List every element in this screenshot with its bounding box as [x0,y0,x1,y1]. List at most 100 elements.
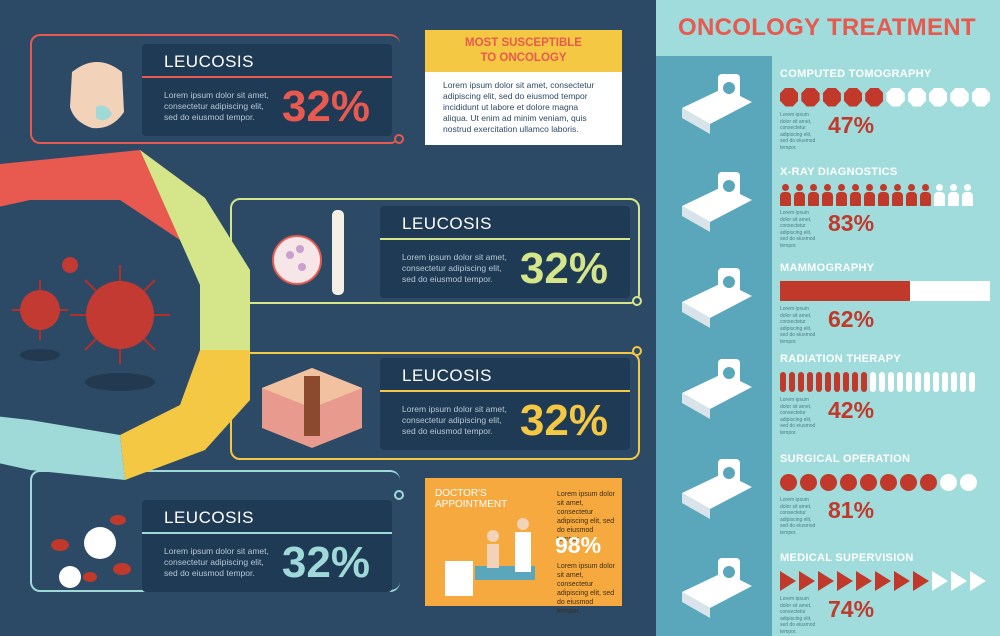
progress-mark [942,372,948,392]
treatment-note: Lorem ipsum dolor sit amet, consectetur … [780,306,816,345]
treatment-name: MEDICAL SUPERVISION [780,552,914,564]
note-title-line1: MOST SUSCEPTIBLE [465,37,582,49]
progress-mark [920,473,937,491]
card-header [380,358,630,392]
bone-illustration [272,205,362,300]
card-description: Lorem ipsum dolor sit amet, consectetur … [164,546,269,578]
card-percentage: 32% [281,538,370,587]
progress-mark [801,87,820,107]
progress-mark [836,184,847,206]
progress-mark [951,372,957,392]
progress-mark [837,571,853,591]
progress-bar-fill [780,281,911,301]
progress-mark [920,184,931,206]
progress-mark [915,372,921,392]
progress-mark [932,571,948,591]
progress-mark [948,184,959,206]
progress-mark [906,184,917,206]
hospital-bed-icon [674,552,754,622]
treatment-item: MEDICAL SUPERVISION Lorem ipsum dolor sit… [780,552,990,635]
card-description: Lorem ipsum dolor sit amet, consectetur … [402,404,507,436]
panel-title: ONCOLOGY TREATMENT [678,14,976,41]
ring-segment-yellow [120,350,250,480]
treatment-note: Lorem ipsum dolor sit amet, consectetur … [780,112,816,151]
connector-dot-2 [632,296,642,306]
equipment-strip [656,56,772,636]
progress-mark [865,87,884,107]
progress-mark [913,571,929,591]
note-body: Lorem ipsum dolor sit amet, consectetur … [443,80,595,134]
treatment-percentage: 74% [828,596,875,622]
treatment-name: COMPUTED TOMOGRAPHY [780,68,932,80]
card-percentage: 32% [281,82,370,131]
card-header [142,44,392,78]
progress-mark [807,372,813,392]
progress-mark [820,473,837,491]
progress-mark [940,473,957,491]
connector-frame-1 [30,34,400,144]
leucosis-card-3: LEUCOSIS Lorem ipsum dolor sit amet, con… [380,358,630,450]
treatment-item: SURGICAL OPERATION Lorem ipsum dolor sit … [780,453,990,536]
progress-mark [960,473,977,491]
progress-indicator [780,371,990,393]
treatment-name: X-RAY DIAGNOSTICS [780,166,898,178]
progress-mark [870,372,876,392]
treatment-name: SURGICAL OPERATION [780,453,911,465]
connector-dot-3 [632,346,642,356]
progress-mark [888,372,894,392]
progress-mark [900,473,917,491]
radiation-machine-icon [674,353,754,423]
progress-bar [780,281,990,301]
progress-mark [780,184,791,206]
card-header [142,500,392,534]
treatment-percentage: 81% [828,497,875,523]
progress-mark [798,372,804,392]
progress-mark [880,473,897,491]
treatment-name: MAMMOGRAPHY [780,262,875,274]
card-title: LEUCOSIS [402,366,492,385]
progress-mark [906,372,912,392]
progress-mark [816,372,822,392]
progress-mark [799,571,815,591]
progress-mark [808,184,819,206]
appointment-percentage: 98% [555,532,602,558]
card-percentage: 32% [519,244,608,293]
progress-mark [875,571,891,591]
progress-indicator [780,471,990,493]
susceptible-note: MOST SUSCEPTIBLE TO ONCOLOGY Lorem ipsum… [425,30,622,145]
progress-mark [852,372,858,392]
progress-mark [780,571,796,591]
progress-mark [800,473,817,491]
progress-mark [780,372,786,392]
ring-segment-teal [0,416,125,480]
progress-mark [951,571,967,591]
card-header [380,206,630,240]
progress-indicator [780,280,990,302]
treatment-item: COMPUTED TOMOGRAPHY Lorem ipsum dolor sit… [780,68,990,151]
treatment-name: RADIATION THERAPY [780,353,902,365]
progress-mark [825,372,831,392]
card-description: Lorem ipsum dolor sit amet, consectetur … [402,252,507,284]
progress-mark [897,372,903,392]
progress-mark [962,184,973,206]
progress-indicator [780,570,990,592]
progress-mark [818,571,834,591]
oncology-treatment-panel: ONCOLOGY TREATMENT COMPUTED TOMOGRAPHY Lo… [656,0,1000,636]
virus-cells-illustration [12,257,170,391]
progress-mark [879,372,885,392]
progress-mark [840,473,857,491]
progress-mark [934,184,945,206]
treatment-note: Lorem ipsum dolor sit amet, consectetur … [780,596,816,635]
mammography-machine-icon [674,262,754,332]
card-title: LEUCOSIS [402,214,492,233]
treatment-note: Lorem ipsum dolor sit amet, consectetur … [780,210,816,249]
doctor-appointment-panel: DOCTOR'S APPOINTMENT Lorem ipsum dolor s… [425,478,622,615]
progress-mark [892,184,903,206]
progress-mark [843,372,849,392]
progress-indicator [780,86,990,108]
progress-mark [933,372,939,392]
progress-mark [780,87,799,107]
progress-mark [960,372,966,392]
treatment-percentage: 47% [828,112,875,138]
progress-mark [878,184,889,206]
